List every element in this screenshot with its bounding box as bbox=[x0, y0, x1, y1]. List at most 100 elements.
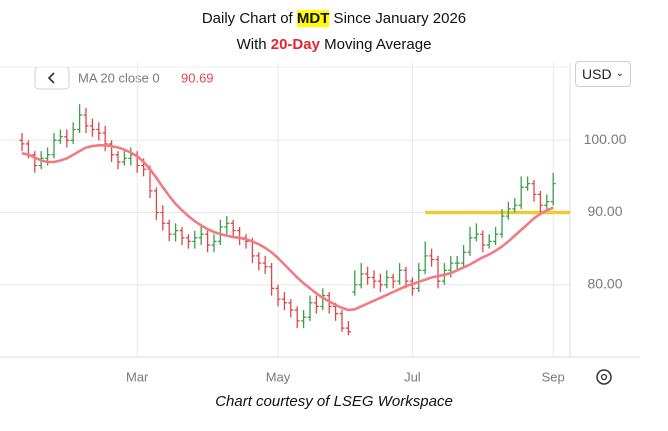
ohlc-bar bbox=[19, 133, 25, 152]
ohlc-bar bbox=[83, 107, 89, 134]
ohlc-bar bbox=[237, 226, 243, 246]
ohlc-bar bbox=[345, 320, 351, 336]
ohlc-bar bbox=[109, 140, 115, 162]
currency: USD bbox=[582, 66, 612, 82]
ohlc-bar bbox=[313, 295, 319, 314]
ohlc-bar bbox=[422, 241, 428, 274]
title-text: Daily Chart of bbox=[201, 10, 297, 27]
title-text: Since January 2026 bbox=[329, 10, 467, 27]
title-text: With bbox=[236, 36, 271, 53]
ohlc-bar bbox=[51, 133, 57, 159]
ohlc-bar bbox=[70, 122, 76, 144]
ohlc-bar bbox=[192, 230, 198, 249]
ohlc-bar bbox=[550, 172, 556, 206]
ohlc-bar bbox=[173, 223, 179, 242]
ohlc-bar bbox=[339, 310, 345, 332]
ohlc-bar bbox=[454, 255, 460, 271]
ohlc-bar bbox=[269, 263, 275, 296]
ohlc-bar bbox=[307, 295, 313, 321]
settings-button[interactable] bbox=[596, 369, 612, 385]
ohlc-bar bbox=[525, 176, 531, 191]
ohlc-bar bbox=[429, 248, 435, 267]
ohlc-bar bbox=[352, 270, 358, 296]
ohlc-bar bbox=[32, 151, 38, 173]
ohlc-bar bbox=[153, 187, 159, 220]
ohlc-bar bbox=[499, 208, 505, 238]
settings-icon bbox=[596, 369, 612, 385]
ohlc-bar bbox=[301, 310, 307, 329]
ohlc-bar bbox=[128, 147, 134, 166]
ohlc-bar bbox=[384, 270, 390, 289]
ohlc-bar bbox=[281, 291, 287, 311]
caption: Chart courtesy of LSEG Workspace bbox=[215, 393, 453, 410]
x-tick-label: Sep bbox=[542, 369, 565, 384]
ohlc-bar bbox=[160, 205, 166, 231]
ohlc-bar bbox=[275, 284, 281, 307]
ohlc-bar bbox=[256, 252, 262, 271]
ohlc-bar bbox=[96, 122, 102, 141]
back-button[interactable] bbox=[34, 66, 70, 90]
ohlc-bar bbox=[198, 226, 204, 246]
plot: 80.00 90.00 100.00 Mar May Jul Sep bbox=[0, 63, 640, 384]
x-tick-label: May bbox=[266, 369, 291, 384]
back-icon bbox=[47, 72, 55, 84]
ohlc-bar bbox=[262, 255, 268, 274]
ohlc-bar bbox=[435, 255, 441, 289]
ohlc-bar bbox=[486, 234, 492, 249]
ohlc-bar bbox=[461, 245, 467, 267]
ohlc-bar bbox=[77, 104, 83, 134]
ohlc-bar bbox=[217, 219, 223, 246]
x-tick-label: Jul bbox=[404, 369, 421, 384]
ohlc-bar bbox=[64, 129, 70, 148]
ohlc-bar bbox=[89, 118, 95, 137]
ohlc-bar bbox=[397, 263, 403, 285]
currency-select[interactable]: USD ⌄ bbox=[575, 61, 631, 87]
ohlc-bar bbox=[480, 230, 486, 253]
y-tick-label: 90.00 bbox=[587, 203, 622, 219]
ohlc-bar bbox=[57, 129, 63, 144]
y-tick-label: 100.00 bbox=[584, 131, 627, 147]
ohlc-bar bbox=[537, 190, 543, 213]
ma-value: 90.69 bbox=[181, 70, 214, 85]
ohlc-bar bbox=[185, 234, 191, 249]
ohlc-bar bbox=[121, 151, 127, 166]
ohlc-bar bbox=[365, 266, 371, 285]
ohlc-bar bbox=[166, 219, 172, 242]
ohlc-bar bbox=[467, 226, 473, 256]
ohlc-bar bbox=[377, 273, 383, 292]
ticker: MDT bbox=[296, 10, 330, 27]
ohlc-bar bbox=[294, 306, 300, 329]
x-tick-label: Mar bbox=[126, 369, 149, 384]
ohlc-bar bbox=[205, 230, 211, 253]
caret: ⌄ bbox=[615, 68, 624, 79]
title-text: Moving Average bbox=[319, 36, 432, 53]
ohlc-bar bbox=[416, 263, 422, 292]
ohlc-bar bbox=[493, 226, 499, 246]
ohlc-bar bbox=[358, 263, 364, 289]
ohlc-bar bbox=[518, 176, 524, 209]
ohlc-bar bbox=[390, 273, 396, 289]
ohlc-bar bbox=[211, 234, 217, 253]
ohlc-bar bbox=[544, 194, 550, 209]
ohlc-bar bbox=[115, 151, 121, 170]
ma-legend: MA 20 close 0 bbox=[78, 70, 160, 85]
title-line: With 20-Day Moving Average bbox=[0, 36, 668, 53]
moving-average bbox=[21, 144, 554, 312]
y-tick-label: 80.00 bbox=[587, 275, 622, 291]
ohlc-bar bbox=[403, 266, 409, 289]
ohlc-bar bbox=[224, 216, 230, 235]
ohlc-bar bbox=[505, 201, 511, 220]
title-line: Daily Chart of MDT Since January 2026 bbox=[0, 10, 668, 27]
ohlc-bar bbox=[179, 226, 185, 246]
ohlc-bar bbox=[288, 299, 294, 318]
ohlc-bar bbox=[473, 223, 479, 242]
ohlc-bar bbox=[371, 270, 377, 289]
period: 20-Day bbox=[270, 36, 320, 53]
ohlc-bar bbox=[531, 180, 537, 202]
ohlc-bar bbox=[230, 219, 236, 238]
ohlc-bar bbox=[243, 234, 249, 249]
ohlc-bar bbox=[102, 125, 108, 152]
ohlc-bar bbox=[409, 277, 415, 296]
